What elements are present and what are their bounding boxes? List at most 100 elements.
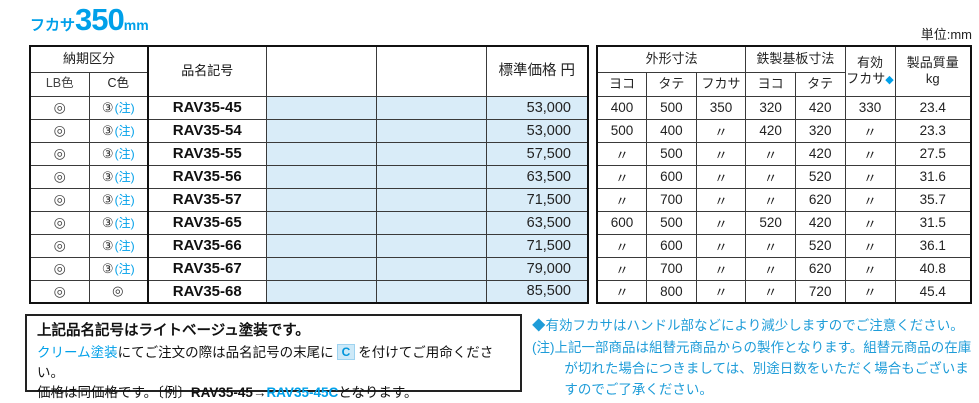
note-ref: (注) [114, 262, 135, 276]
delivery-class-mark: ③ [101, 100, 114, 115]
table-row: 500 400 〃 420 320 〃 23.3 [596, 118, 972, 143]
table-row: ◎ ③(注) RAV35-56 63,500 [29, 164, 589, 189]
title-value: 350 [75, 2, 125, 37]
dim-tate: 500 [646, 95, 697, 120]
note-ref: (注) [114, 147, 135, 161]
blank-cell [265, 279, 377, 304]
dim-fukasa: 〃 [695, 279, 747, 304]
dim-tate: 500 [646, 141, 697, 166]
dim-yoko: 500 [596, 118, 648, 143]
base-yoko: 320 [745, 95, 796, 120]
note-line-2: クリーム塗装にてご注文の際は品名記号の末尾に C を付けてご用命ください。 [37, 343, 494, 380]
product-weight: 23.4 [894, 95, 972, 120]
dim-fukasa: 〃 [695, 256, 747, 281]
table-row: 〃 600 〃 〃 520 〃 36.1 [596, 233, 972, 258]
c-color-cell: ③(注) [88, 233, 149, 258]
blank-cell [265, 233, 377, 258]
left-table-header: 納期区分 品名記号 標準価格 円 LB色 C色 [29, 45, 589, 97]
c-color-cell: ③(注) [88, 95, 149, 120]
note-ref: (注) [114, 170, 135, 184]
product-weight: 23.3 [894, 118, 972, 143]
effective-fukasa: 〃 [844, 187, 896, 212]
price-cell: 63,500 [485, 164, 589, 189]
base-yoko: 〃 [745, 233, 796, 258]
table-row: ◎ ③(注) RAV35-45 53,000 [29, 95, 589, 120]
product-code: RAV35-45 [147, 95, 267, 120]
product-code: RAV35-67 [147, 256, 267, 281]
product-code: RAV35-57 [147, 187, 267, 212]
delivery-class-mark: ③ [101, 261, 114, 276]
title-unit: mm [123, 17, 149, 33]
dim-yoko: 〃 [596, 233, 648, 258]
note-ref: (注) [114, 216, 135, 230]
right-table-header: 外形寸法 鉄製基板寸法 有効 フカサ◆ 製品質量 kg ヨコ タテ フカサ ヨコ… [596, 45, 972, 97]
dim-fukasa: 350 [695, 95, 747, 120]
blank-cell [265, 164, 377, 189]
price-cell: 57,500 [485, 141, 589, 166]
effective-fukasa: 〃 [844, 233, 896, 258]
product-code: RAV35-65 [147, 210, 267, 235]
dim-yoko: 〃 [596, 256, 648, 281]
note-label: (注) [532, 339, 555, 355]
table-row: ◎ ③(注) RAV35-54 53,000 [29, 118, 589, 143]
product-code: RAV35-54 [147, 118, 267, 143]
product-table-left: 納期区分 品名記号 標準価格 円 LB色 C色 ◎ ③(注) RAV35-45 … [29, 45, 589, 304]
dim-fukasa: 〃 [695, 233, 747, 258]
dimension-table-right: 外形寸法 鉄製基板寸法 有効 フカサ◆ 製品質量 kg ヨコ タテ フカサ ヨコ… [596, 45, 972, 304]
table-row: ◎ ③(注) RAV35-57 71,500 [29, 187, 589, 212]
blank-cell [375, 279, 487, 304]
table-row: 〃 700 〃 〃 620 〃 40.8 [596, 256, 972, 281]
dim-fukasa: 〃 [695, 210, 747, 235]
effective-fukasa: 〃 [844, 210, 896, 235]
product-weight: 31.5 [894, 210, 972, 235]
base-tate: 620 [794, 187, 846, 212]
product-code: RAV35-68 [147, 279, 267, 304]
product-weight: 31.6 [894, 164, 972, 189]
base-yoko: 520 [745, 210, 796, 235]
caution-notes: ◆有効フカサはハンドル部などにより減少しますのでご注意ください。 (注)上記一部… [532, 316, 979, 401]
header-blank-1 [265, 45, 377, 97]
blank-cell [375, 256, 487, 281]
blank-cell [375, 141, 487, 166]
price-cell: 71,500 [485, 233, 589, 258]
header-product-code: 品名記号 [147, 45, 267, 97]
header-tate: タテ [646, 71, 697, 97]
blank-cell [375, 118, 487, 143]
base-tate: 620 [794, 256, 846, 281]
lb-color-mark: ◎ [29, 233, 90, 258]
header-yoko: ヨコ [596, 71, 648, 97]
right-table-body: 400 500 350 320 420 330 23.4 500 400 〃 4… [596, 95, 972, 304]
header-delivery-group: 納期区分 [29, 45, 149, 73]
page-title: フカサ350mm [30, 2, 149, 38]
header-lb-color: LB色 [29, 71, 90, 97]
price-cell: 85,500 [485, 279, 589, 304]
effective-fukasa: 330 [844, 95, 896, 120]
table-row: ◎ ③(注) RAV35-67 79,000 [29, 256, 589, 281]
product-weight: 36.1 [894, 233, 972, 258]
delivery-class-mark: ③ [101, 215, 114, 230]
product-code: RAV35-66 [147, 233, 267, 258]
example-code: RAV35-45 [190, 385, 253, 401]
lb-color-mark: ◎ [29, 187, 90, 212]
dim-fukasa: 〃 [695, 141, 747, 166]
blank-cell [265, 187, 377, 212]
table-row: 〃 700 〃 〃 620 〃 35.7 [596, 187, 972, 212]
blank-cell [375, 187, 487, 212]
blank-cell [265, 141, 377, 166]
effective-fukasa: 〃 [844, 256, 896, 281]
base-yoko: 〃 [745, 279, 796, 304]
product-weight: 40.8 [894, 256, 972, 281]
left-table-body: ◎ ③(注) RAV35-45 53,000 ◎ ③(注) RAV35-54 5… [29, 95, 589, 304]
header-product-weight: 製品質量 kg [894, 45, 972, 97]
header-effective-fukasa: 有効 フカサ◆ [844, 45, 896, 97]
effective-fukasa: 〃 [844, 164, 896, 189]
dim-yoko: 600 [596, 210, 648, 235]
price-cell: 71,500 [485, 187, 589, 212]
effective-depth-caution: ◆有効フカサはハンドル部などにより減少しますのでご注意ください。 [532, 318, 964, 333]
base-yoko: 420 [745, 118, 796, 143]
table-row: ◎ ◎ RAV35-68 85,500 [29, 279, 589, 304]
table-row: ◎ ③(注) RAV35-66 71,500 [29, 233, 589, 258]
c-suffix-badge: C [336, 343, 356, 360]
rebuild-note: (注)上記一部商品は組替元商品からの製作となります。組替元商品の在庫が切れた場合… [532, 339, 972, 397]
price-cell: 53,000 [485, 118, 589, 143]
